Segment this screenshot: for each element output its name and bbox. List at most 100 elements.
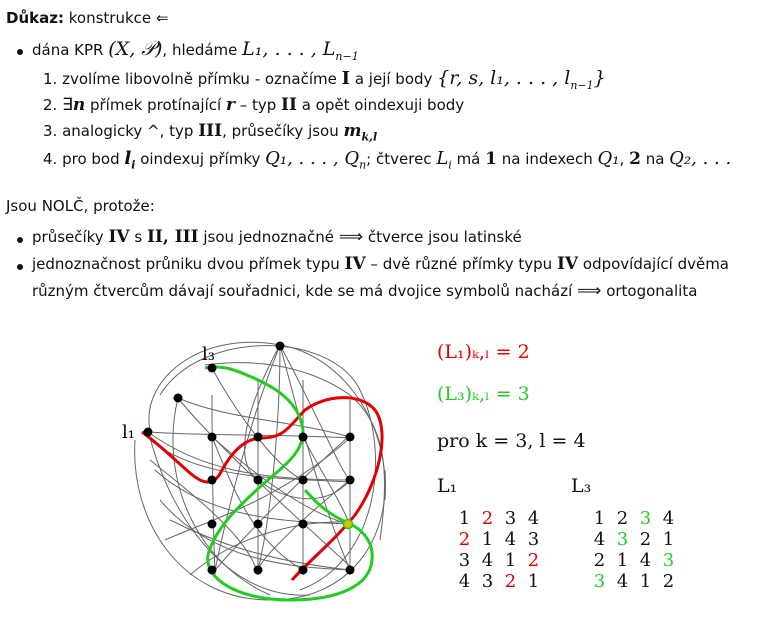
step-text: a její body [350,70,438,88]
type-symbol: IV [556,254,579,274]
point [143,427,153,437]
square-cell: 3 [639,508,652,529]
point [253,565,263,575]
square-cell: 2 [527,550,540,571]
math-q2: Q₂, . . . [669,148,732,169]
square-cell: 3 [527,529,540,550]
proof-header: Důkaz: konstrukce ⇐ [6,9,168,27]
square-cell: 1 [504,550,517,571]
reason-text: jsou jednoznačné [198,228,339,246]
point-set: {r, s, l₁, . . . , ln−1} [437,67,606,92]
bullet-dot [17,237,23,243]
proof-header-text: konstrukce ⇐ [68,9,169,27]
math-m: m [343,121,362,141]
step-text: ; čtverec [366,150,437,168]
reason-text: s [129,228,147,246]
step-number: 3. [43,122,58,140]
point [253,519,263,529]
step-text: má [451,150,486,168]
lines-q-text: Q₁, . . . , Q [265,148,360,169]
square-cell: 2 [639,529,652,550]
point [345,475,355,485]
square-cell: 4 [527,508,540,529]
step-1: 1. zvolíme libovolně přímku - označíme I… [43,67,606,92]
label-l1: l₁ [122,422,135,443]
step-text: analogicky ^, typ [62,122,199,140]
square-cell: 4 [616,571,629,592]
square-cell: 1 [593,508,606,529]
bullet-kpr: dána KPR (X, 𝒫), hledáme L₁, . . . , Ln−… [32,38,359,63]
step-text: na indexech [496,150,598,168]
step-text: , [619,150,630,168]
type-symbol: II [281,95,297,115]
square-cell: 1 [458,508,471,529]
step-text: a opět oindexuji body [296,96,465,114]
reason-text: jednoznačnost průniku dvou přímek typu [32,255,345,273]
highlighted-point [342,518,354,530]
step-2: 2. ∃n přímek protínající r – typ II a op… [43,95,464,115]
latin-squares-sub: n−1 [335,49,359,63]
red-curve-l1 [141,396,384,582]
step-number: 1. [43,70,58,88]
point [298,565,308,575]
reason-text: různým čtvercům dávají souřadnici, kde s… [32,282,578,300]
square-cell: 2 [458,529,471,550]
point [275,341,285,351]
proof-label: Důkaz: [6,9,64,27]
reason-text: čtverce jsou latinské [363,228,522,246]
square-cell: 4 [504,529,517,550]
step-text: , průsečíky jsou [222,122,344,140]
square-cell: 4 [458,571,471,592]
square-cell: 1 [616,550,629,571]
intersection-symbol: mk,l [343,121,378,144]
point [207,475,217,485]
equation-indices: pro k = 3, l = 4 [437,430,586,452]
square-cell: 4 [593,529,606,550]
lines-q: Q₁, . . . , Qn [265,148,367,172]
square-title-l3: L₃ [571,475,592,497]
reason-text: ortogonalita [601,282,698,300]
square-cell: 1 [527,571,540,592]
implies-arrow: ⟹ [338,227,364,247]
step-4: 4. pro bod li oindexuj přímky Q₁, . . . … [43,148,731,172]
green-curve-l3 [204,365,374,602]
square-cell: 2 [593,550,606,571]
equation-l3: (L₃)ₖ,ₗ = 3 [437,383,530,405]
reason-2-continued: různým čtvercům dávají souřadnici, kde s… [32,281,697,301]
label-l3: l₃ [202,344,215,365]
exists-symbol: ∃ [62,95,73,115]
lines-q-sub: n [359,158,367,172]
square-cell: 2 [662,571,675,592]
math-two: 2 [629,149,641,169]
square-cell: 3 [593,571,606,592]
point [345,432,355,442]
square-cell: 2 [616,508,629,529]
square-cell: 1 [481,529,494,550]
square-cell: 3 [662,550,675,571]
equation-l1: (L₁)ₖ,ₗ = 2 [437,341,530,363]
point-set-text: {r, s, l₁, . . . , l [437,67,571,89]
math-r: r [225,95,235,115]
math-l-sub: i [131,158,136,172]
nolc-heading: Jsou NOLČ, protože: [6,197,155,215]
bullet-dot [17,264,23,270]
step-text: pro bod [62,150,125,168]
square-cell: 4 [662,508,675,529]
square-cell: 3 [504,508,517,529]
step-3: 3. analogicky ^, typ III, průsečíky jsou… [43,121,377,143]
square-cell: 3 [458,550,471,571]
reason-text: odpovídající dvěma [578,255,729,273]
point-li: li [124,148,136,172]
step-text: přímek protínající [85,96,226,114]
diagram-points [143,341,355,575]
square-title-l1: L₁ [437,475,458,497]
square-cell: 4 [639,550,652,571]
math-one: 1 [485,149,497,169]
reason-2: jednoznačnost průniku dvou přímek typu I… [32,254,729,274]
step-text: zvolíme libovolně přímku - označíme [62,70,342,88]
square-cell: 3 [481,571,494,592]
math-m-sub: k,l [361,130,378,144]
type-symbol: I [341,68,351,89]
